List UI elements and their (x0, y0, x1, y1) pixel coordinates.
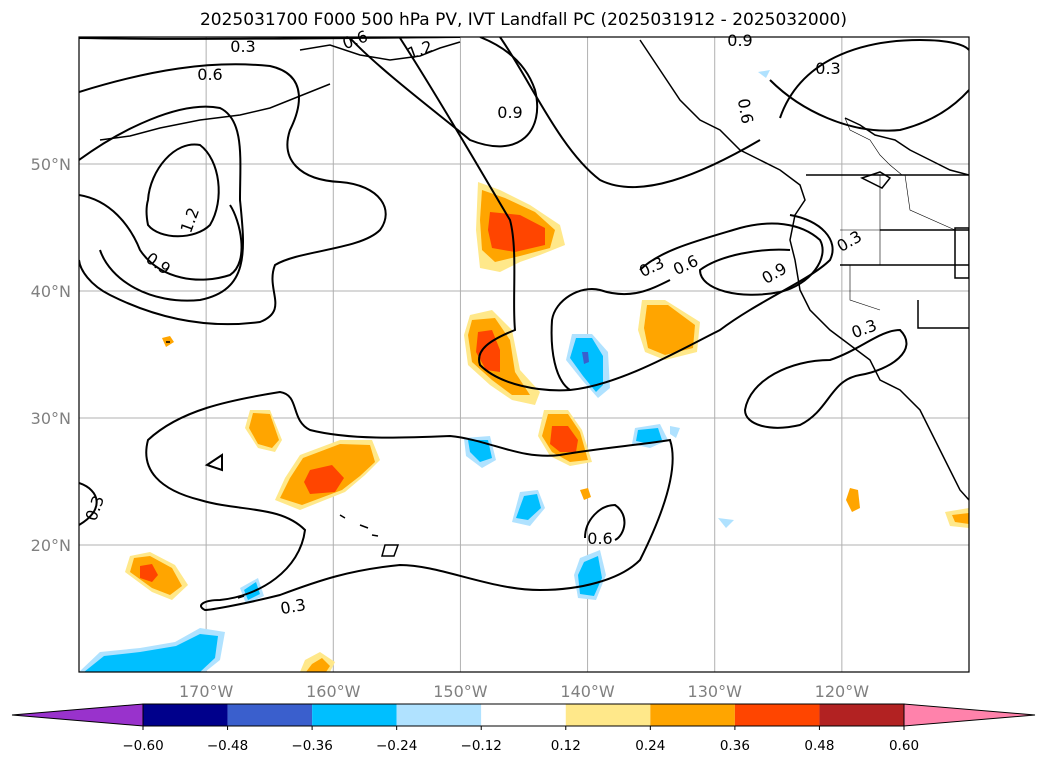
negative-anomaly (468, 440, 492, 462)
lat-tick-label: 50°N (31, 155, 71, 174)
positive-anomaly (644, 305, 695, 355)
colorbar-tick-label: 0.24 (635, 738, 665, 754)
positive-anomaly (580, 488, 591, 500)
pv-contours (79, 37, 969, 612)
map-frame (78, 36, 970, 673)
colorbar-tick-label: 0.36 (720, 738, 750, 754)
positive-anomaly (846, 488, 860, 512)
colorbar-bin (481, 704, 566, 726)
negative-anomaly (636, 428, 662, 444)
positive-anomaly (249, 413, 279, 448)
positive-anomaly (140, 564, 158, 582)
negative-anomaly (758, 70, 770, 78)
colorbar-bin (565, 704, 651, 726)
lat-tick-label: 30°N (31, 409, 71, 428)
colorbar-extend-low (11, 703, 144, 727)
negative-anomaly (244, 582, 260, 600)
contour-label: 0.6 (197, 65, 222, 84)
lon-tick-label: 120°W (815, 682, 870, 701)
contour-label: 0.9 (727, 31, 752, 50)
negative-anomaly (516, 494, 541, 520)
colorbar-tick-label: 0.60 (889, 738, 919, 754)
negative-anomaly (718, 518, 734, 528)
colorbar-frame (142, 703, 905, 727)
negative-anomaly (670, 426, 680, 438)
colorbar-bin (312, 704, 397, 726)
contour-label: 0.3 (279, 595, 307, 618)
lat-tick-label: 40°N (31, 282, 71, 301)
positive-anomaly (550, 426, 578, 452)
contour-label: 0.3 (82, 493, 109, 523)
lon-tick-label: 150°W (433, 682, 488, 701)
gridlines (79, 37, 969, 672)
map-title: 2025031700 F000 500 hPa PV, IVT Landfall… (199, 10, 847, 30)
negative-anomaly (84, 634, 218, 672)
contour-label: 0.3 (833, 227, 865, 256)
positive-anomaly (488, 212, 545, 252)
colorbar-tick-label: −0.36 (291, 738, 332, 754)
lon-tick-label: 130°W (688, 682, 743, 701)
colorbar-bin (227, 704, 313, 726)
contour-label: 0.3 (636, 253, 667, 281)
shaded-anomalies (79, 70, 969, 672)
colorbar (11, 703, 1036, 727)
lon-tick-label: 140°W (560, 682, 615, 701)
colorbar-labels: −0.60 −0.48 −0.36 −0.24 −0.12 0.12 0.24 0.36 0.4… (122, 726, 919, 754)
latitude-labels: 20°N 30°N 40°N 50°N (31, 155, 71, 555)
lon-tick-label: 170°W (179, 682, 234, 701)
colorbar-bin (819, 704, 904, 726)
contour-label: 0.6 (734, 97, 757, 125)
colorbar-bin (143, 704, 228, 726)
contour-label: 0.3 (230, 37, 255, 56)
contour-label: 0.6 (587, 529, 612, 548)
positive-anomaly (306, 658, 330, 672)
negative-anomaly (570, 338, 603, 392)
state-borders (840, 117, 956, 311)
colorbar-tick-label: −0.48 (207, 738, 248, 754)
colorbar-tick-label: 0.48 (804, 738, 834, 754)
colorbar-bin (396, 704, 482, 726)
coastlines (99, 39, 969, 599)
lon-tick-label: 160°W (306, 682, 361, 701)
colorbar-extend-high (903, 703, 1036, 727)
negative-anomaly (582, 352, 589, 364)
contour-label: 1.2 (177, 205, 204, 235)
lat-tick-label: 20°N (31, 536, 71, 555)
longitude-labels: 170°W 160°W 150°W 140°W 130°W 120°W (179, 682, 869, 701)
colorbar-tick-label: −0.24 (376, 738, 417, 754)
colorbar-tick-label: 0.12 (551, 738, 581, 754)
positive-anomaly (952, 513, 969, 524)
contour-label: 0.6 (670, 251, 701, 279)
contour-label: 0.9 (497, 103, 522, 122)
contour-label: 0.6 (340, 27, 370, 54)
contour-label: 0.3 (815, 59, 840, 78)
colorbar-tick-label: −0.60 (122, 738, 163, 754)
contour-label: 1.2 (405, 37, 435, 64)
colorbar-bin (734, 704, 820, 726)
colorbar-tick-label: −0.12 (461, 738, 502, 754)
positive-anomaly (304, 465, 344, 494)
contour-label: 0.9 (758, 259, 790, 288)
colorbar-bin (650, 704, 735, 726)
